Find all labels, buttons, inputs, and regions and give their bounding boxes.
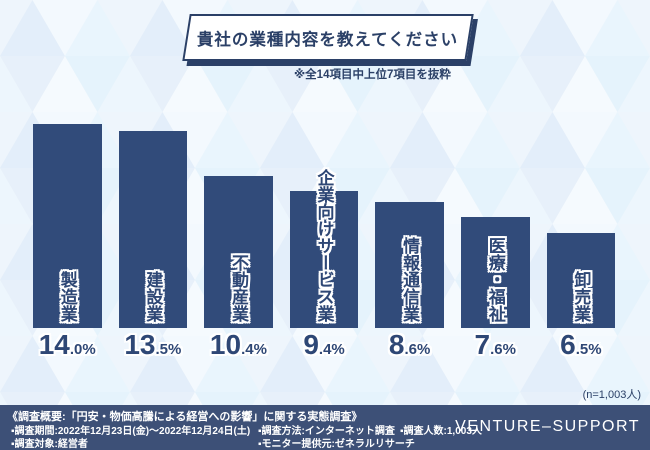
bar-value-decimal: .4% — [241, 341, 267, 358]
bar: 情報通信業 — [375, 202, 444, 328]
bar-value-integer: 7 — [474, 329, 491, 360]
bar-value-label: 8.6% — [375, 331, 444, 359]
bar-category-label: 情報通信業 — [400, 237, 420, 322]
bar: 企業向けサービス業 — [289, 169, 359, 328]
bar-value-decimal: .4% — [318, 341, 345, 358]
bar-value-decimal: .6% — [404, 341, 431, 358]
bar-value-label: 6.5% — [547, 331, 616, 359]
bar: 医療・福祉 — [461, 217, 530, 328]
bar: 製造業 — [33, 124, 102, 328]
bar-value-decimal: .6% — [490, 341, 516, 358]
brand-logo: VENTURE–SUPPORT — [455, 418, 640, 435]
bar-value-integer: 14 — [38, 329, 70, 360]
bar-value-label: 10.4% — [204, 331, 273, 359]
bar-value-label: 9.4% — [290, 331, 359, 359]
bar-value-decimal: .5% — [575, 341, 602, 358]
bar-value-decimal: .5% — [155, 341, 182, 358]
survey-sample-size: ▪調査人数:1,003人 — [400, 426, 482, 437]
survey-target: ▪調査対象:経営者 — [11, 439, 88, 450]
survey-method: ▪調査方法:インターネット調査 — [258, 426, 395, 437]
bar-category-label: 不動産業 — [228, 254, 248, 322]
survey-footer: 《調査概要:「円安・物価高騰による経営への影響」に関する実態調査》 ▪調査期間:… — [0, 405, 650, 450]
bar-value-integer: 10 — [209, 329, 242, 360]
bar-category-label: 卸売業 — [571, 271, 591, 322]
bar-category-label: 医療・福祉 — [485, 237, 505, 322]
bar-value-label: 7.6% — [461, 331, 530, 359]
bar-value-label: 13.5% — [119, 331, 188, 359]
bar: 建設業 — [118, 131, 188, 328]
bar-category-label: 企業向けサービス業 — [314, 169, 334, 322]
bar: 卸売業 — [546, 233, 616, 328]
bar-value-integer: 6 — [560, 329, 576, 360]
bar-value-integer: 8 — [388, 329, 405, 360]
bar-value-integer: 13 — [124, 329, 156, 360]
subtitle-note: ※全14項目中上位7項目を抜粋 — [294, 69, 451, 81]
survey-monitor: ▪モニター提供元:ゼネラルリサーチ — [258, 439, 415, 450]
bar: 不動産業 — [204, 176, 273, 328]
survey-period: ▪調査期間:2022年12月23日(金)〜2022年12月24日(土) — [11, 426, 251, 437]
bar-value-label: 14.0% — [33, 331, 102, 359]
sample-size-note: (n=1,003人) — [582, 389, 641, 401]
bar-category-label: 製造業 — [57, 271, 77, 322]
survey-overview: 《調査概要:「円安・物価高騰による経営への影響」に関する実態調査》 — [7, 411, 363, 423]
bar-value-integer: 9 — [303, 329, 319, 360]
bar-value-decimal: .0% — [69, 341, 96, 358]
bar-category-label: 建設業 — [143, 271, 163, 322]
